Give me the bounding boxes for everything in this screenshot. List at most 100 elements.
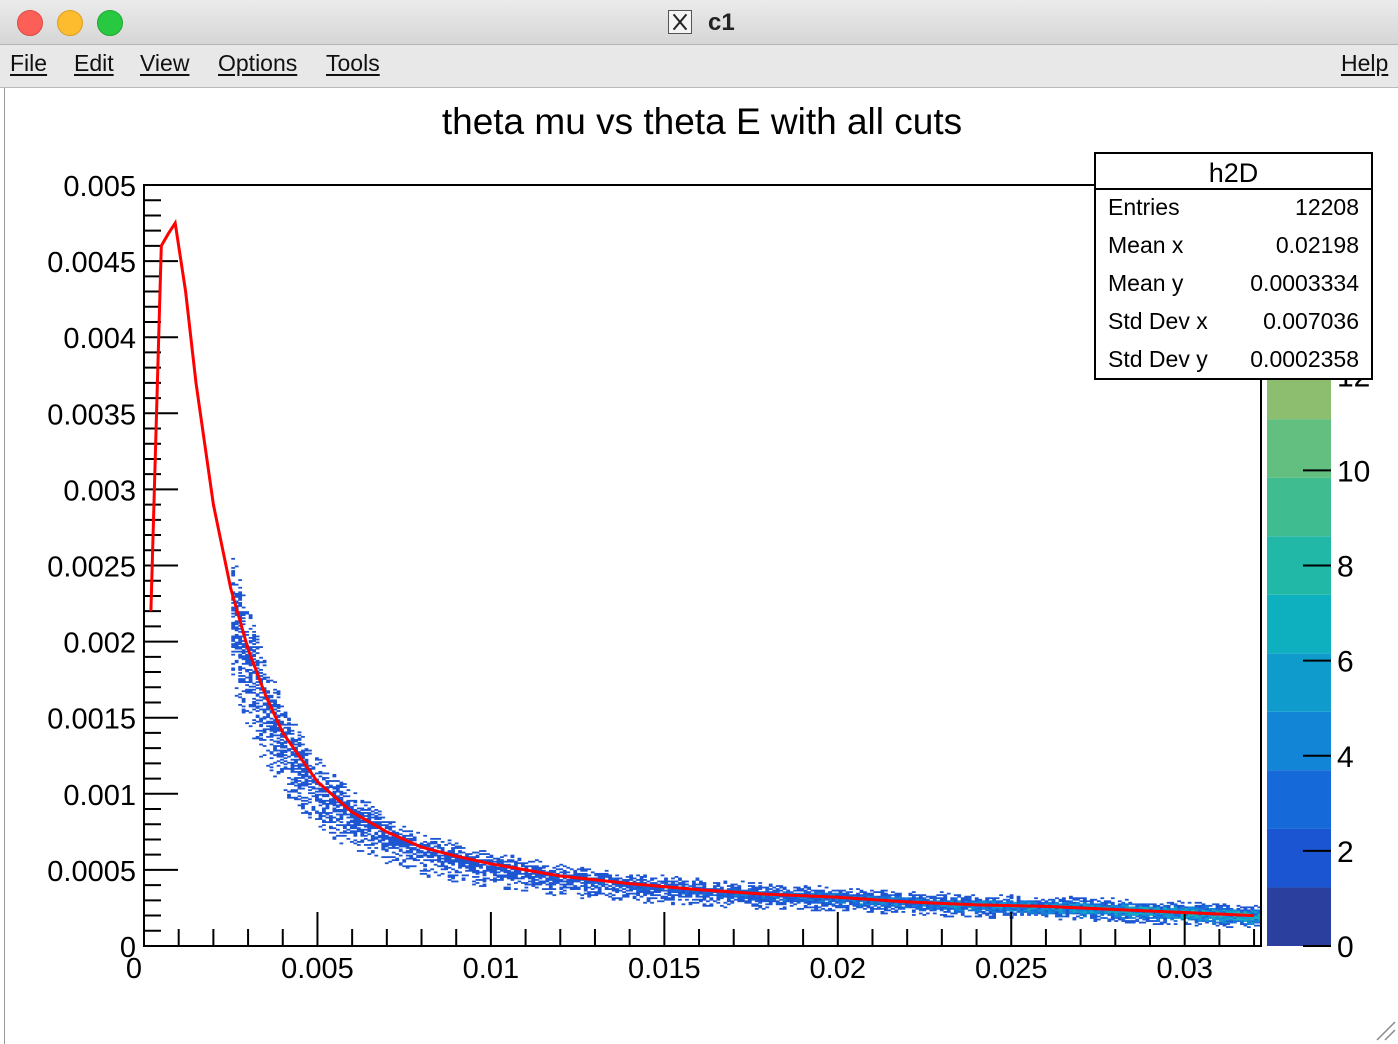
histogram-bin (1076, 903, 1080, 906)
menu-file[interactable]: File (10, 50, 48, 76)
histogram-bin (692, 882, 696, 884)
histogram-bin (1016, 906, 1021, 909)
histogram-bin (1215, 918, 1220, 921)
histogram-bin (1114, 917, 1119, 919)
histogram-bin (814, 891, 818, 894)
histogram-bin (301, 763, 305, 766)
histogram-bin (1145, 920, 1150, 922)
histogram-bin (712, 894, 717, 897)
histogram-bin (992, 917, 997, 919)
histogram-bin (486, 856, 490, 859)
histogram-bin (367, 812, 372, 814)
histogram-bin (681, 882, 686, 884)
histogram-bin (1166, 912, 1171, 915)
histogram-bin (315, 790, 319, 793)
zoom-window-button[interactable] (97, 10, 123, 36)
histogram-bin (280, 723, 284, 726)
histogram-bin (765, 900, 770, 903)
histogram-bin (1219, 910, 1223, 913)
histogram-bin (262, 696, 267, 699)
close-window-button[interactable] (17, 10, 43, 36)
menu-help[interactable]: Help (1341, 50, 1389, 76)
histogram-bin (702, 904, 707, 907)
histogram-bin (381, 842, 386, 845)
histogram-bin (500, 860, 504, 863)
histogram-bin (817, 897, 822, 900)
histogram-bin (761, 900, 766, 903)
histogram-bin (950, 898, 955, 901)
histogram-bin (751, 894, 756, 897)
histogram-bin (339, 818, 344, 820)
histogram-bin (409, 833, 414, 836)
histogram-bin (377, 816, 382, 819)
histogram-bin (308, 764, 312, 767)
histogram-bin (664, 889, 668, 892)
histogram-bin (1254, 909, 1258, 912)
histogram-bin (426, 842, 431, 845)
histogram-bin (531, 860, 536, 863)
menu-edit[interactable]: Edit (74, 50, 114, 76)
histogram-bin (412, 853, 417, 855)
histogram-bin (391, 825, 396, 828)
histogram-bin (1117, 912, 1122, 915)
histogram-bin (817, 898, 822, 901)
histogram-bin (325, 772, 330, 775)
histogram-bin (922, 914, 927, 916)
histogram-bin (1076, 910, 1080, 913)
histogram-bin (1236, 918, 1241, 921)
histogram-bin (719, 892, 724, 895)
histogram-bin (1156, 907, 1161, 910)
histogram-bin (252, 702, 256, 705)
histogram-bin (433, 853, 438, 855)
histogram-bin (273, 702, 277, 705)
histogram-bin (580, 868, 585, 871)
menu-tools[interactable]: Tools (326, 50, 380, 76)
histogram-bin (1100, 914, 1105, 916)
x-tick-label: 0.01 (463, 953, 519, 985)
histogram-bin (943, 910, 948, 913)
histogram-bin (234, 592, 239, 595)
histogram-bin (248, 690, 253, 693)
histogram-bin (856, 888, 860, 890)
histogram-bin (964, 900, 969, 903)
histogram-bin (1226, 920, 1230, 922)
histogram-bin (925, 907, 930, 910)
histogram-bin (287, 717, 291, 720)
histogram-bin (1166, 923, 1171, 925)
histogram-bin (315, 818, 319, 820)
stats-box[interactable]: h2D Entries 12208 Mean x 0.02198 Mean y … (1094, 152, 1373, 380)
histogram-bin (758, 906, 763, 909)
histogram-bin (1096, 900, 1101, 903)
histogram-bin (527, 875, 532, 878)
histogram-bin (548, 888, 553, 890)
histogram-bin (877, 895, 881, 898)
histogram-bin (643, 874, 647, 877)
histogram-bin (507, 863, 511, 866)
histogram-bin (458, 850, 462, 852)
histogram-bin (789, 904, 794, 907)
histogram-bin (1138, 917, 1143, 919)
histogram-bin (248, 614, 253, 617)
menu-options[interactable]: Options (218, 50, 298, 76)
histogram-bin (280, 755, 284, 758)
histogram-bin (524, 875, 529, 878)
histogram-bin (884, 892, 888, 895)
menu-view[interactable]: View (140, 50, 190, 76)
histogram-bin (859, 894, 864, 897)
histogram-bin (238, 667, 243, 670)
histogram-bin (461, 879, 466, 881)
histogram-bin (911, 895, 916, 898)
histogram-bin (465, 862, 469, 865)
histogram-bin (1138, 915, 1143, 918)
histogram-bin (1219, 907, 1223, 910)
histogram-bin (315, 796, 319, 799)
histogram-bin (716, 897, 721, 900)
histogram-bin (685, 891, 689, 894)
histogram-bin (1002, 909, 1007, 912)
histogram-bin (709, 894, 714, 897)
minimize-window-button[interactable] (57, 10, 83, 36)
histogram-bin (995, 910, 1000, 913)
resize-grip-icon[interactable] (1373, 1018, 1397, 1042)
